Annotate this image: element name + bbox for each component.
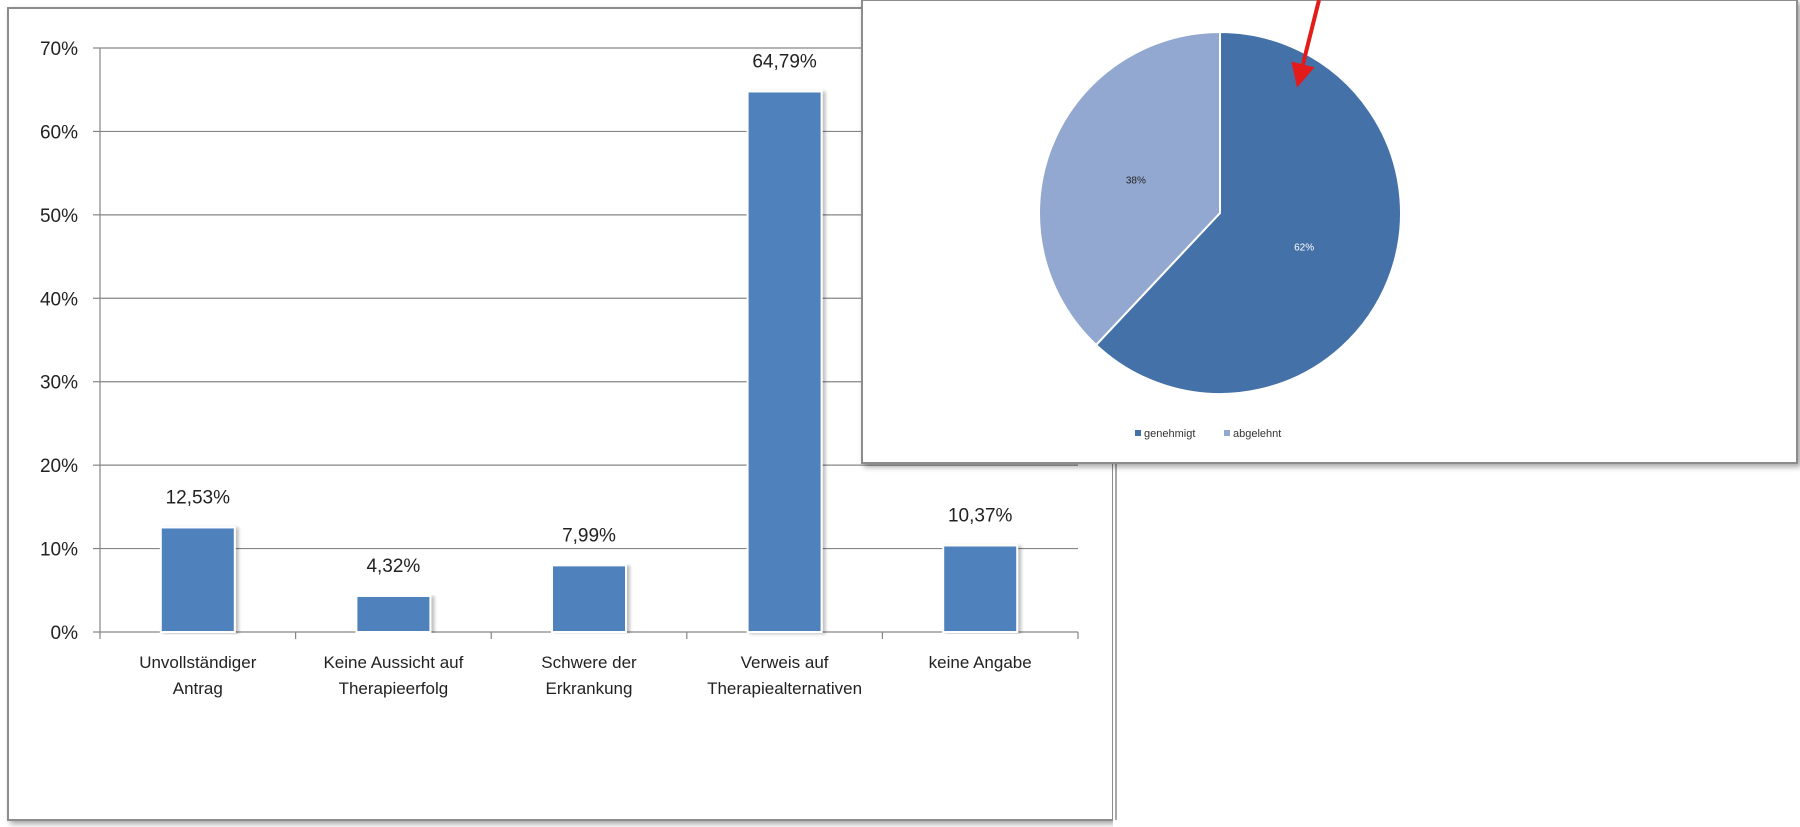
legend-label: abgelehnt xyxy=(1233,428,1281,440)
legend-label: genehmigt xyxy=(1144,428,1195,440)
pie-slice-label: 38% xyxy=(1126,176,1146,187)
y-tick-label: 20% xyxy=(40,456,78,477)
x-category-label: keine Angabe xyxy=(929,653,1032,672)
x-category-label: Erkrankung xyxy=(546,679,633,698)
legend-swatch xyxy=(1224,430,1230,436)
legend-swatch xyxy=(1135,430,1141,436)
bar-value-label: 7,99% xyxy=(562,525,616,546)
right-blank-panel xyxy=(1113,463,1800,827)
annotation-arrow xyxy=(1291,0,1321,88)
y-tick-label: 70% xyxy=(40,39,78,60)
x-category-label: Therapiealternativen xyxy=(707,679,862,698)
x-category-label: Verweis auf xyxy=(741,653,829,672)
pie-chart: 62% 38% genehmigt abgelehnt xyxy=(1038,30,1402,440)
x-category-label: Unvollständiger xyxy=(139,653,257,672)
y-tick-label: 50% xyxy=(40,206,78,227)
bar xyxy=(746,90,823,633)
bar xyxy=(355,594,432,634)
bar-value-label: 64,79% xyxy=(752,51,817,72)
bar xyxy=(551,564,627,634)
pie-slice-genehmigt xyxy=(1094,30,1402,395)
bar-value-label: 10,37% xyxy=(948,505,1013,526)
y-tick-label: 60% xyxy=(40,122,78,143)
bar-value-label: 4,32% xyxy=(366,556,420,577)
x-category-label: Schwere der xyxy=(541,653,637,672)
bar-chart: 0% 10% 20% 30% 40% 50% 60% 70% 12,53% Unvollständ… xyxy=(40,39,1079,698)
x-category-label: Keine Aussicht auf xyxy=(323,653,463,672)
bar-value-label: 12,53% xyxy=(166,487,231,508)
pie-slice-label: 62% xyxy=(1294,242,1314,253)
bar xyxy=(942,544,1019,633)
x-category-label: Antrag xyxy=(173,679,223,698)
y-tick-label: 40% xyxy=(40,289,78,310)
pie-slice-abgelehnt xyxy=(1038,30,1221,347)
y-tick-label: 30% xyxy=(40,373,78,394)
y-tick-label: 10% xyxy=(40,540,78,561)
x-category-label: Therapieerfolg xyxy=(339,679,449,698)
y-tick-label: 0% xyxy=(51,623,79,644)
bar xyxy=(159,526,236,633)
